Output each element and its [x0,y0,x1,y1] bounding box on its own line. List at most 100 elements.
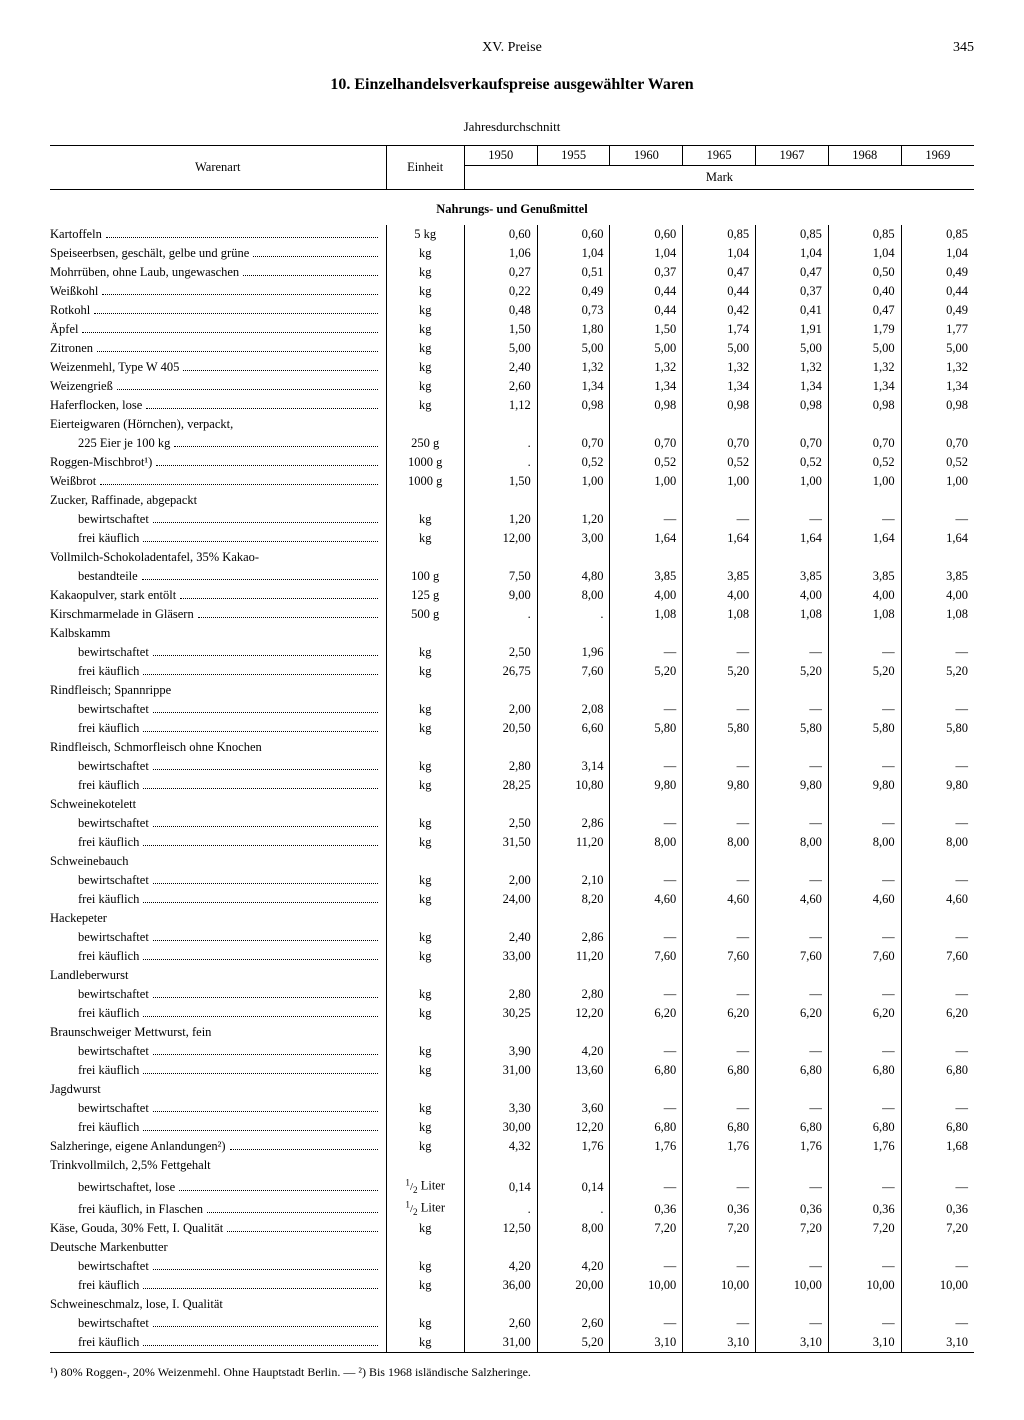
table-row: Weißkohlkg0,220,490,440,440,370,400,44 [50,282,974,301]
cell: — [828,871,901,890]
table-row: Kartoffeln5 kg0,600,600,600,850,850,850,… [50,225,974,244]
row-unit: 5 kg [386,225,464,244]
cell: — [683,510,756,529]
cell: 0,47 [828,301,901,320]
cell: 1,32 [756,358,829,377]
row-label: Zitronen [50,339,386,358]
cell: 12,50 [464,1219,537,1238]
cell [537,909,610,928]
cell: 31,00 [464,1061,537,1080]
row-label: frei käuflich [50,833,386,852]
cell: — [683,985,756,1004]
row-unit [386,1023,464,1042]
row-label: bewirtschaftet [50,1042,386,1061]
cell: — [683,1042,756,1061]
cell: 4,20 [537,1042,610,1061]
row-label: Haferflocken, lose [50,396,386,415]
cell: 9,00 [464,586,537,605]
cell: 2,86 [537,814,610,833]
cell [537,1238,610,1257]
page-header: XV. Preise 345 [50,40,974,56]
cell [828,909,901,928]
cell: 31,00 [464,1333,537,1353]
row-label: Mohrrüben, ohne Laub, ungewaschen [50,263,386,282]
cell: 2,10 [537,871,610,890]
cell: 6,80 [683,1061,756,1080]
cell: 0,98 [828,396,901,415]
cell: 9,80 [683,776,756,795]
cell: 7,20 [901,1219,974,1238]
cell [828,624,901,643]
cell [683,548,756,567]
table-row: bewirtschaftetkg2,002,10————— [50,871,974,890]
cell: 5,00 [610,339,683,358]
row-label: Schweinebauch [50,852,386,871]
cell [610,852,683,871]
row-unit [386,966,464,985]
table-row: Rindfleisch, Schmorfleisch ohne Knochen [50,738,974,757]
row-unit: kg [386,510,464,529]
cell [828,1238,901,1257]
cell: 1,34 [610,377,683,396]
row-label: Roggen-Mischbrot¹) [50,453,386,472]
cell: 12,00 [464,529,537,548]
row-label: frei käuflich [50,529,386,548]
cell: 0,70 [683,434,756,453]
cell: — [610,757,683,776]
cell [756,681,829,700]
cell: 1,20 [537,510,610,529]
cell: 0,52 [901,453,974,472]
table-row: Rotkohlkg0,480,730,440,420,410,470,49 [50,301,974,320]
cell: — [756,643,829,662]
row-unit: kg [386,1257,464,1276]
cell: 0,85 [901,225,974,244]
row-label: Rindfleisch, Schmorfleisch ohne Knochen [50,738,386,757]
cell [756,795,829,814]
cell: 1,32 [610,358,683,377]
row-label: Trinkvollmilch, 2,5% Fettgehalt [50,1156,386,1175]
table-row: Roggen-Mischbrot¹)1000 g.0,520,520,520,5… [50,453,974,472]
cell: 9,80 [901,776,974,795]
row-label: Äpfel [50,320,386,339]
cell [828,1156,901,1175]
row-label: Zucker, Raffinade, abgepackt [50,491,386,510]
cell: 0,44 [901,282,974,301]
row-label: Kartoffeln [50,225,386,244]
table-row: Weizenmehl, Type W 405kg2,401,321,321,32… [50,358,974,377]
row-label: frei käuflich, in Flaschen [50,1197,386,1219]
row-label: Schweineschmalz, lose, I. Qualität [50,1295,386,1314]
cell: — [756,1175,829,1197]
row-label: Rotkohl [50,301,386,320]
table-row: Jagdwurst [50,1080,974,1099]
cell [537,1156,610,1175]
row-unit: kg [386,662,464,681]
cell [537,966,610,985]
row-label: Vollmilch-Schokoladentafel, 35% Kakao- [50,548,386,567]
row-unit: kg [386,814,464,833]
cell: — [828,700,901,719]
cell: 1,00 [537,472,610,491]
table-row: Kalbskamm [50,624,974,643]
cell [828,548,901,567]
cell: 0,44 [610,301,683,320]
cell: 5,00 [464,339,537,358]
cell: 1,00 [610,472,683,491]
row-unit [386,738,464,757]
cell: 2,60 [464,1314,537,1333]
row-unit: kg [386,301,464,320]
table-row: Braunschweiger Mettwurst, fein [50,1023,974,1042]
cell: 8,00 [610,833,683,852]
cell [537,681,610,700]
cell: — [901,757,974,776]
cell: 5,20 [537,1333,610,1353]
row-unit [386,1238,464,1257]
row-unit: kg [386,947,464,966]
cell: 6,80 [610,1061,683,1080]
cell [828,1295,901,1314]
row-unit: 250 g [386,434,464,453]
cell: — [828,985,901,1004]
cell: — [610,1099,683,1118]
cell [464,624,537,643]
cell: 11,20 [537,947,610,966]
cell: 9,80 [756,776,829,795]
